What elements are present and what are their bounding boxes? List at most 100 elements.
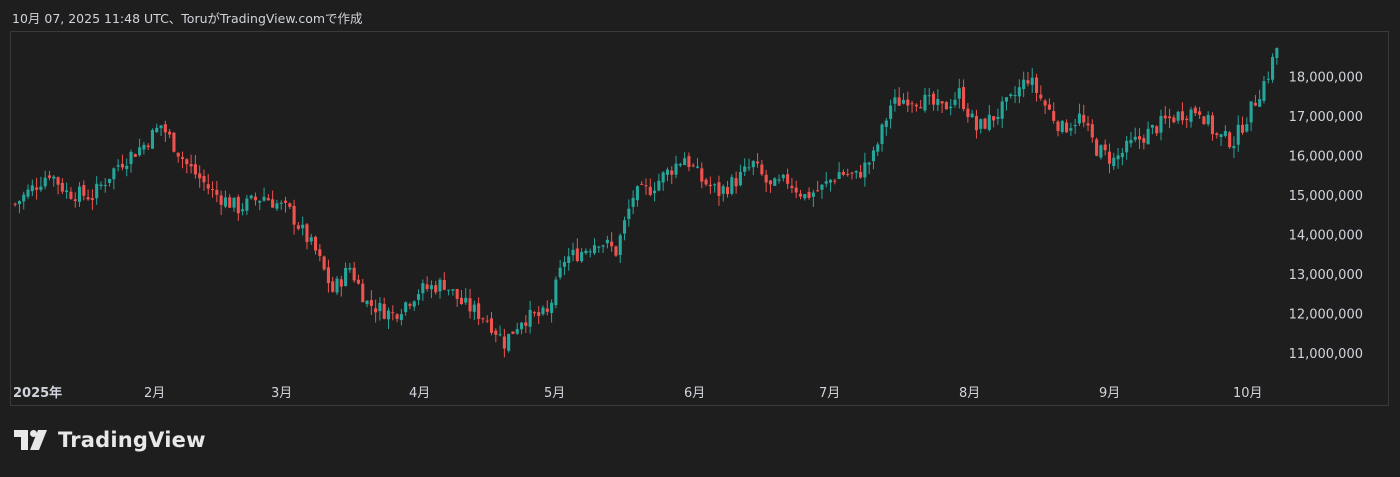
candle-body bbox=[678, 163, 682, 166]
candle-body bbox=[1176, 111, 1180, 121]
candle-up bbox=[627, 199, 631, 227]
candle-body bbox=[90, 198, 94, 200]
candle-body bbox=[773, 178, 777, 186]
candle-body bbox=[180, 157, 185, 159]
candle-body bbox=[931, 93, 936, 105]
candle-down bbox=[790, 178, 794, 193]
candle-body bbox=[734, 178, 738, 187]
candle-up bbox=[618, 233, 622, 264]
candle-body bbox=[790, 185, 794, 188]
candle-body bbox=[125, 165, 129, 170]
candle-body bbox=[361, 283, 365, 303]
candle-body bbox=[532, 312, 536, 314]
candle-down bbox=[494, 328, 498, 343]
candle-body bbox=[562, 261, 567, 267]
candle-down bbox=[391, 305, 395, 321]
candle-up bbox=[751, 160, 755, 176]
candle-up bbox=[335, 276, 339, 296]
candle-up bbox=[498, 325, 502, 337]
candle-up bbox=[520, 321, 524, 335]
candle-down bbox=[13, 202, 17, 207]
candle-up bbox=[1146, 121, 1150, 145]
candle-down bbox=[468, 288, 472, 319]
candle-up bbox=[1004, 97, 1009, 111]
candle-up bbox=[743, 158, 747, 177]
candle-down bbox=[146, 143, 150, 151]
candle-down bbox=[1172, 114, 1176, 124]
tradingview-logo[interactable]: TradingView bbox=[14, 428, 206, 452]
time-axis[interactable]: 2025年 2月 3月 4月 5月 6月 7月 8月 9月 10月 bbox=[13, 385, 1263, 401]
candle-body bbox=[897, 97, 901, 106]
candle-body bbox=[77, 186, 82, 202]
candle-body bbox=[288, 203, 292, 207]
candle-body bbox=[417, 294, 421, 300]
candle-body bbox=[172, 132, 176, 152]
candle-down bbox=[434, 280, 438, 295]
candle-up bbox=[528, 300, 532, 334]
price-axis[interactable]: 11,000,000 12,000,000 13,000,000 14,000,000… bbox=[1289, 71, 1363, 363]
candle-down bbox=[1142, 134, 1146, 150]
candle-body bbox=[326, 267, 330, 284]
candle-body bbox=[236, 196, 240, 214]
candle-body bbox=[17, 201, 21, 205]
candle-down bbox=[1253, 94, 1257, 107]
candle-up bbox=[1099, 144, 1103, 160]
time-tick-label: 4月 bbox=[409, 386, 430, 401]
price-tick-label: 18,000,000 bbox=[1289, 71, 1363, 86]
candle-down bbox=[395, 313, 399, 323]
candle-down bbox=[700, 162, 704, 189]
candle-up bbox=[95, 176, 99, 205]
candle-body bbox=[481, 318, 485, 320]
candle-body bbox=[1065, 122, 1069, 133]
candle-body bbox=[657, 180, 661, 191]
candle-body bbox=[185, 159, 189, 165]
candle-down bbox=[1215, 132, 1219, 139]
candle-down bbox=[833, 178, 837, 185]
candle-body bbox=[764, 174, 768, 183]
candle-body bbox=[447, 289, 451, 291]
candle-body bbox=[138, 147, 142, 156]
candle-body bbox=[159, 125, 163, 129]
candle-body bbox=[1219, 134, 1223, 138]
candle-down bbox=[35, 177, 39, 200]
candle-up bbox=[275, 199, 279, 212]
chart-area[interactable]: 11,000,000 12,000,000 13,000,000 14,000,000… bbox=[10, 31, 1389, 406]
candle-body bbox=[253, 196, 258, 201]
candle-down bbox=[459, 290, 464, 305]
candle-body bbox=[43, 177, 47, 187]
candle-body bbox=[1262, 81, 1266, 101]
candle-body bbox=[863, 162, 867, 178]
candle-down bbox=[236, 194, 240, 221]
candle-body bbox=[944, 102, 948, 110]
candle-up bbox=[108, 178, 112, 187]
candle-body bbox=[455, 288, 459, 299]
candle-body bbox=[219, 195, 223, 205]
candle-up bbox=[876, 142, 880, 157]
time-tick-label: 2月 bbox=[144, 386, 165, 401]
candle-body bbox=[1253, 102, 1257, 106]
candle-up bbox=[1022, 71, 1026, 98]
candle-body bbox=[60, 182, 64, 192]
candle-body bbox=[1159, 115, 1163, 133]
candle-up bbox=[412, 300, 416, 311]
candle-up bbox=[429, 280, 433, 299]
candle-down bbox=[532, 310, 536, 317]
candle-up bbox=[884, 117, 888, 136]
candle-body bbox=[1026, 80, 1030, 84]
candle-up bbox=[803, 193, 807, 201]
candle-up bbox=[674, 155, 678, 179]
candle-up bbox=[781, 173, 785, 182]
candle-body bbox=[957, 88, 961, 99]
candle-body bbox=[949, 106, 953, 109]
candle-body bbox=[30, 185, 34, 192]
candle-up bbox=[901, 93, 906, 105]
candle-up bbox=[1271, 53, 1275, 83]
candle-down bbox=[1047, 98, 1051, 111]
candle-down bbox=[734, 171, 738, 194]
candle-down bbox=[962, 79, 966, 112]
candle-body bbox=[22, 194, 26, 202]
candlestick-chart[interactable]: 11,000,000 12,000,000 13,000,000 14,000,000… bbox=[11, 32, 1388, 405]
candle-up bbox=[1258, 89, 1262, 107]
candle-up bbox=[970, 109, 974, 119]
price-tick-label: 13,000,000 bbox=[1289, 268, 1363, 283]
